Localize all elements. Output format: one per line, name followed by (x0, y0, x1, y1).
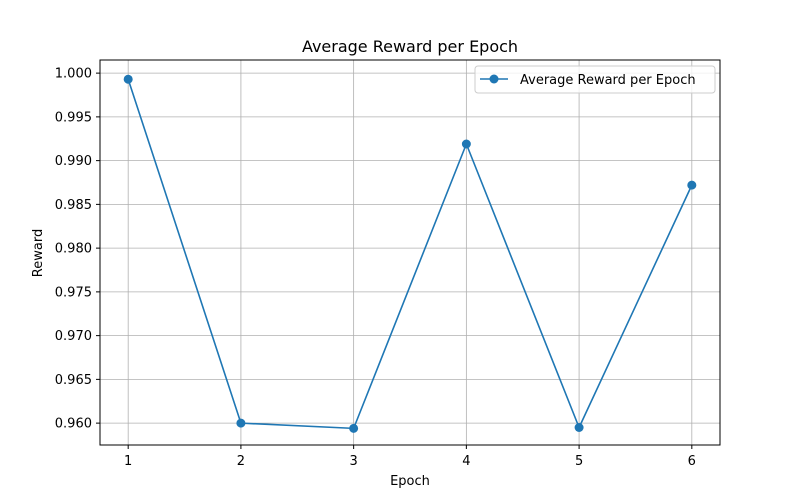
chart-title: Average Reward per Epoch (302, 37, 518, 56)
data-point (123, 74, 133, 84)
data-point (461, 139, 471, 149)
data-point (687, 180, 697, 190)
y-tick-label: 0.965 (55, 373, 92, 388)
y-tick-label: 0.995 (55, 110, 92, 125)
x-tick-label: 3 (349, 454, 357, 469)
x-tick-label: 4 (462, 454, 470, 469)
x-axis-ticks: 1 2 3 4 5 6 (124, 445, 696, 469)
x-tick-label: 6 (688, 454, 696, 469)
grid (100, 60, 720, 445)
data-point (236, 418, 246, 428)
y-tick-label: 0.980 (55, 242, 92, 257)
data-point (574, 423, 584, 432)
x-tick-label: 2 (237, 454, 245, 469)
legend-entry-label: Average Reward per Epoch (520, 73, 696, 88)
x-tick-label: 5 (575, 454, 583, 469)
y-tick-label: 0.960 (55, 417, 92, 432)
y-axis-ticks: 0.960 0.965 0.970 0.975 0.980 0.985 0.990 0.995… (55, 67, 100, 432)
legend-marker-swatch (489, 74, 499, 84)
y-tick-label: 0.985 (55, 198, 92, 213)
y-axis-label: Reward (31, 229, 46, 277)
data-point (349, 423, 359, 433)
y-tick-label: 0.990 (55, 154, 92, 169)
y-tick-label: 0.970 (55, 329, 92, 344)
series-group (123, 74, 697, 433)
legend-box (474, 65, 716, 94)
y-tick-label: 0.975 (55, 285, 92, 300)
y-tick-label: 1.000 (55, 67, 92, 82)
x-axis-label: Epoch (390, 474, 430, 489)
plot-frame (99, 59, 721, 446)
x-tick-label: 1 (124, 454, 132, 469)
series-line (127, 79, 693, 430)
legend: Average Reward per Epoch (474, 65, 716, 94)
